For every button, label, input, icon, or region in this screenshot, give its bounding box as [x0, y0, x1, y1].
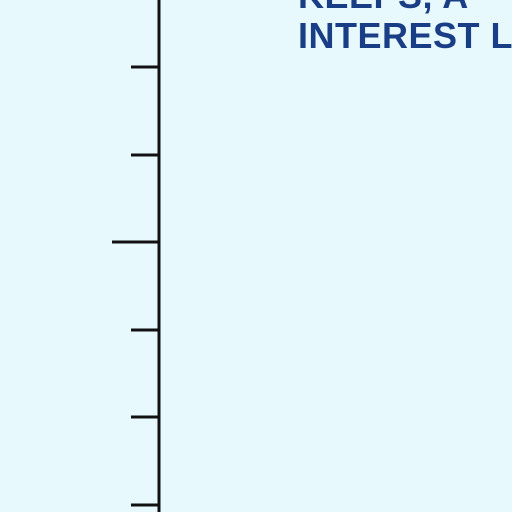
y-axis [112, 0, 161, 512]
chart-title-line-2: INTEREST L [298, 15, 512, 56]
chart-title-line-1: KEEPS, A [298, 0, 469, 14]
